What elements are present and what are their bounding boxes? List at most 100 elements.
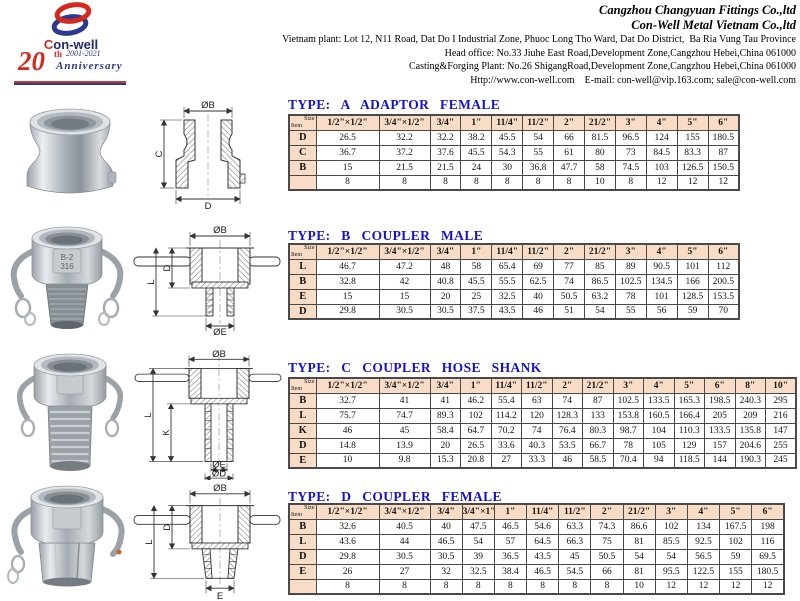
value-cell: 102: [654, 518, 688, 535]
value-cell: 205: [704, 407, 736, 424]
size-column-header: 6": [704, 377, 736, 394]
size-column-header: 11/4": [491, 114, 524, 131]
value-cell: 70.2: [490, 422, 522, 439]
table-row: D 26.5 32.2 32.2 38.2 45.5 54 66 81.5 96.5 124 155 1…: [288, 129, 740, 146]
value-cell: 9.8: [378, 452, 431, 469]
value-cell: 295: [765, 392, 797, 409]
value-cell: 74.5: [614, 159, 647, 176]
value-cell: 46.5: [526, 563, 560, 580]
value-cell: 116: [751, 533, 785, 550]
size-column-header: 3": [614, 114, 647, 131]
value-cell: 30.5: [429, 548, 463, 565]
value-cell: 62.5: [522, 273, 555, 290]
value-cell: 63.2: [583, 288, 616, 305]
size-column-header: 1": [460, 243, 493, 260]
size-column-header: 11/2": [558, 503, 592, 520]
size-column-header: 11/4": [491, 243, 524, 260]
table-row: L 46.7 47.2 48 58 65.4 69 77 85 89 90.5 101 112: [288, 258, 740, 275]
value-cell: 30.5: [429, 303, 462, 320]
value-cell: 128.3: [551, 407, 583, 424]
value-cell: 133.5: [704, 422, 736, 439]
size-column-header: 2": [553, 114, 585, 131]
value-cell: 38.2: [460, 129, 493, 146]
type-b-technical-drawing: ØB D L ØE: [133, 225, 281, 336]
value-cell: 55: [614, 303, 647, 320]
value-cell: 75: [590, 533, 624, 550]
value-cell: 84.5: [645, 144, 678, 161]
value-cell: 20: [429, 288, 462, 305]
size-column-header: 3/4"×1/2": [378, 243, 431, 260]
item-label-cell: L: [288, 407, 317, 424]
value-cell: 150.5: [707, 159, 740, 176]
value-cell: 26.5: [460, 437, 492, 454]
type-b-product-photo: B-2 316: [10, 226, 124, 329]
dim-label-c: C: [154, 150, 165, 157]
value-cell: 8: [460, 174, 493, 191]
value-cell: 78: [614, 288, 647, 305]
dim-label-od: ØD: [212, 469, 227, 479]
value-cell: 74.3: [590, 518, 624, 535]
value-cell: 81: [622, 533, 656, 550]
company-name-2: Con-Well Metal Vietnam Co.,ltd: [631, 18, 796, 32]
value-cell: 81: [622, 563, 656, 580]
value-cell: 12: [645, 174, 678, 191]
table-row: 8 8 8 8 8 8 8 8 10 12 12 12 12: [288, 578, 785, 595]
size-item-corner-cell: Size Item: [288, 243, 317, 260]
value-cell: 37.5: [460, 303, 493, 320]
value-cell: 46: [551, 452, 583, 469]
value-cell: 198.5: [704, 392, 736, 409]
value-cell: 32.8: [315, 273, 380, 290]
value-cell: 39: [461, 548, 495, 565]
value-cell: 27: [378, 563, 431, 580]
value-cell: 32.5: [461, 563, 495, 580]
value-cell: 21.5: [378, 159, 431, 176]
logo-rings-icon: [51, 2, 92, 36]
value-cell: 96.5: [614, 129, 647, 146]
value-cell: 30.5: [378, 548, 431, 565]
value-cell: 29.8: [315, 303, 380, 320]
value-cell: 45: [378, 422, 431, 439]
value-cell: 37.2: [378, 144, 431, 161]
type-d-product-photo: [7, 485, 125, 587]
photo-badge-line1: B-2: [61, 253, 74, 262]
dim-label-l: L: [143, 539, 154, 544]
value-cell: 12: [686, 578, 721, 595]
value-cell: 198: [751, 518, 785, 535]
value-cell: 153.5: [707, 288, 740, 305]
value-cell: 133: [582, 407, 614, 424]
value-cell: 135.8: [734, 422, 766, 439]
value-cell: 30: [491, 159, 524, 176]
size-column-header: 3/4"×1/2": [378, 503, 431, 520]
size-column-header: 3": [612, 377, 644, 394]
size-item-corner-cell: Size Item: [288, 377, 317, 394]
company-name-1: Cangzhou Changyuan Fittings Co.,ltd: [599, 3, 796, 17]
value-cell: 102: [719, 533, 753, 550]
value-cell: 105: [643, 437, 675, 454]
value-cell: 57: [493, 533, 528, 550]
value-cell: 87: [582, 392, 614, 409]
value-cell: 51: [553, 303, 585, 320]
size-column-header: 11/4": [526, 503, 560, 520]
value-cell: 240.3: [734, 392, 766, 409]
table-row: E 26 27 32 32.5 38.4 46.5 54.5 66 81 95.5 122.5 155 1…: [288, 563, 785, 580]
value-cell: 26: [315, 563, 380, 580]
brand-name: Con-well: [14, 37, 128, 52]
value-cell: 61: [553, 144, 585, 161]
value-cell: 124: [645, 129, 678, 146]
corner-item-label: Item: [291, 511, 302, 518]
value-cell: 14.8: [315, 437, 380, 454]
value-cell: 37.6: [429, 144, 462, 161]
table-row: B 15 21.5 21.5 24 30 36.8 47.7 58 74.5 103 126.5 150…: [288, 159, 740, 176]
corner-item-label: Item: [291, 251, 302, 258]
value-cell: 144: [704, 452, 736, 469]
value-cell: 8: [378, 174, 431, 191]
value-cell: 81.5: [583, 129, 616, 146]
value-cell: 46.7: [315, 258, 380, 275]
value-cell: 59: [676, 303, 709, 320]
value-cell: 129: [673, 437, 705, 454]
value-cell: 74: [521, 422, 553, 439]
value-cell: 12: [707, 174, 740, 191]
value-cell: 122.5: [686, 563, 721, 580]
size-column-header: 4": [645, 114, 678, 131]
corner-size-label: Size: [304, 245, 315, 251]
